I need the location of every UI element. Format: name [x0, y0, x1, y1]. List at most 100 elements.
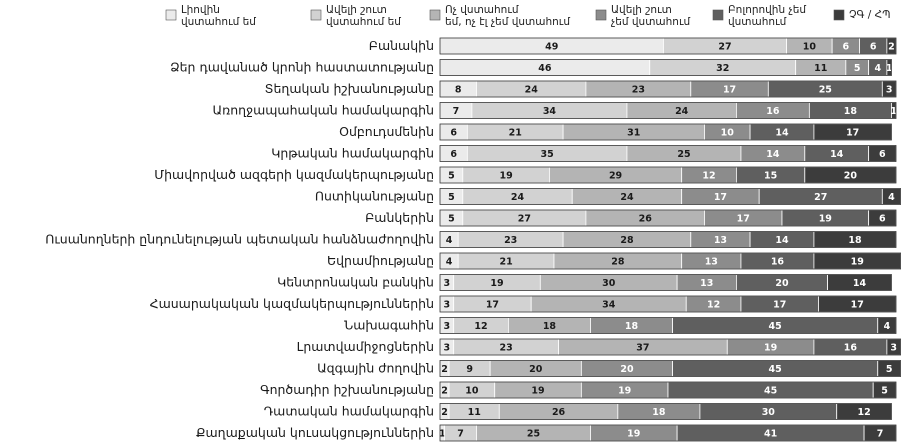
legend-swatch — [712, 9, 724, 21]
data-label: 11 — [468, 407, 481, 418]
category-label: Հասարակական կազմակերպություններին — [150, 296, 434, 311]
data-label: 5 — [448, 171, 455, 182]
data-label: 12 — [702, 171, 715, 182]
bar-outline — [439, 59, 892, 76]
data-label: 19 — [490, 278, 503, 289]
legend-label: Բոլորովին չեմ վստահում — [728, 4, 806, 28]
bar-outline — [439, 274, 892, 291]
category-label: Ոստիկանությանը — [315, 189, 434, 204]
data-label: 6 — [879, 214, 886, 225]
bar-row: Կրթական համակարգին 6 35 25 14 14 6 — [271, 145, 897, 162]
legend-swatch — [595, 9, 607, 21]
data-label: 3 — [890, 343, 897, 354]
legend-label-line: վստահում եմ — [326, 16, 401, 28]
data-label: 2 — [441, 386, 448, 397]
category-label: Առողջապահական համակարգին — [213, 103, 434, 118]
bar-row: Եվրամիությանը 4 21 28 13 16 19 — [327, 252, 901, 270]
bar-row: Դատական համակարգին 2 11 26 18 30 12 — [264, 403, 892, 420]
data-label: 3 — [444, 278, 451, 289]
data-label: 3 — [444, 343, 451, 354]
data-label: 45 — [769, 364, 782, 375]
data-label: 25 — [527, 429, 540, 440]
bar-outline — [439, 166, 897, 184]
data-label: 26 — [552, 407, 566, 418]
data-label: 19 — [531, 386, 544, 397]
data-label: 13 — [705, 257, 718, 268]
data-label: 12 — [474, 321, 487, 332]
data-label: 1 — [890, 106, 897, 117]
data-label: 45 — [764, 386, 777, 397]
bar-row: Ազգային ժողովին 2 9 20 20 45 5 — [317, 360, 901, 377]
bar-outline — [439, 424, 897, 442]
category-label: Գործադիր իշխանությանը — [260, 382, 434, 397]
legend-label-line: Լիովին — [181, 4, 220, 16]
data-label: 27 — [518, 214, 531, 225]
bar-outline — [439, 37, 897, 55]
data-label: 17 — [714, 192, 727, 203]
category-label: Լրատվամիջոցներին — [297, 339, 434, 354]
data-label: 3 — [444, 300, 451, 311]
bar-row: Քաղաքական կուսակցություններին 1 7 25 19 41 7 — [196, 424, 897, 442]
data-label: 24 — [511, 192, 525, 203]
legend-label: Ավելի շուտ վստահում եմ — [326, 4, 401, 28]
data-label: 17 — [737, 214, 750, 225]
category-label: Ուսանողների ընդունելության պետական հանձն… — [45, 232, 434, 247]
bar-outline — [439, 123, 892, 141]
bar-outline — [439, 231, 897, 248]
data-label: 4 — [874, 63, 881, 74]
data-label: 16 — [771, 257, 785, 268]
bar-row: Հասարակական կազմակերպություններին 3 17 34 12… — [150, 295, 897, 313]
data-label: 4 — [446, 235, 453, 246]
data-label: 19 — [627, 429, 640, 440]
bar-outline — [439, 80, 897, 98]
category-label: Ազգային ժողովին — [317, 361, 434, 376]
data-label: 12 — [857, 407, 870, 418]
bar-row: Բանկերին 5 27 26 17 19 6 — [365, 209, 897, 227]
data-label: 2 — [888, 42, 895, 53]
category-label: Օմբուդսմենին — [339, 124, 434, 139]
data-label: 30 — [602, 278, 616, 289]
data-label: 27 — [814, 192, 827, 203]
data-label: 17 — [723, 85, 736, 96]
legend-swatch — [310, 9, 322, 21]
category-label: Կենտրոնական բանկին — [277, 275, 434, 290]
legend-label-line: վստահում — [728, 16, 787, 28]
data-label: 34 — [602, 300, 616, 311]
data-label: 2 — [441, 407, 448, 418]
data-label: 25 — [677, 149, 690, 160]
legend-label: Ավելի շուտ չեմ վստահում — [611, 4, 691, 28]
data-label: 41 — [764, 429, 777, 440]
category-label: Դատական համակարգին — [264, 404, 434, 419]
data-label: 31 — [627, 128, 640, 139]
data-label: 4 — [446, 257, 453, 268]
legend-label-line: եմ, ոչ էլ չեմ վստահում — [445, 16, 570, 28]
bar-row: Լրատվամիջոցներին 3 23 37 19 16 3 — [297, 338, 901, 356]
data-label: 5 — [448, 192, 455, 203]
category-label: Քաղաքական կուսակցություններին — [196, 425, 434, 440]
bar-outline — [439, 381, 897, 399]
category-label: Միավորված ազգերի կազմակերպությանը — [154, 167, 434, 182]
category-label: Եվրամիությանը — [327, 253, 434, 268]
data-label: 18 — [844, 106, 858, 117]
data-label: 28 — [620, 235, 634, 246]
legend-swatch — [833, 9, 845, 21]
bar-row: Առողջապահական համակարգին 7 34 24 16 18 1 — [213, 102, 897, 119]
legend-swatch — [429, 9, 441, 21]
data-label: 3 — [444, 321, 451, 332]
data-label: 5 — [854, 63, 861, 74]
bar-row: Տեղական իշխանությանը 8 24 23 17 25 3 — [265, 80, 897, 98]
bar-row: Գործադիր իշխանությանը 2 10 19 19 45 5 — [260, 381, 897, 399]
data-label: 6 — [450, 128, 457, 139]
data-label: 5 — [448, 214, 455, 225]
data-label: 29 — [609, 171, 622, 182]
data-label: 35 — [541, 149, 554, 160]
data-label: 13 — [700, 278, 713, 289]
legend-label-line: Ոչ վստահում — [445, 4, 519, 16]
data-label: 14 — [775, 235, 789, 246]
data-label: 45 — [769, 321, 782, 332]
data-label: 24 — [675, 106, 689, 117]
bar-outline — [439, 145, 897, 162]
data-label: 6 — [879, 149, 886, 160]
